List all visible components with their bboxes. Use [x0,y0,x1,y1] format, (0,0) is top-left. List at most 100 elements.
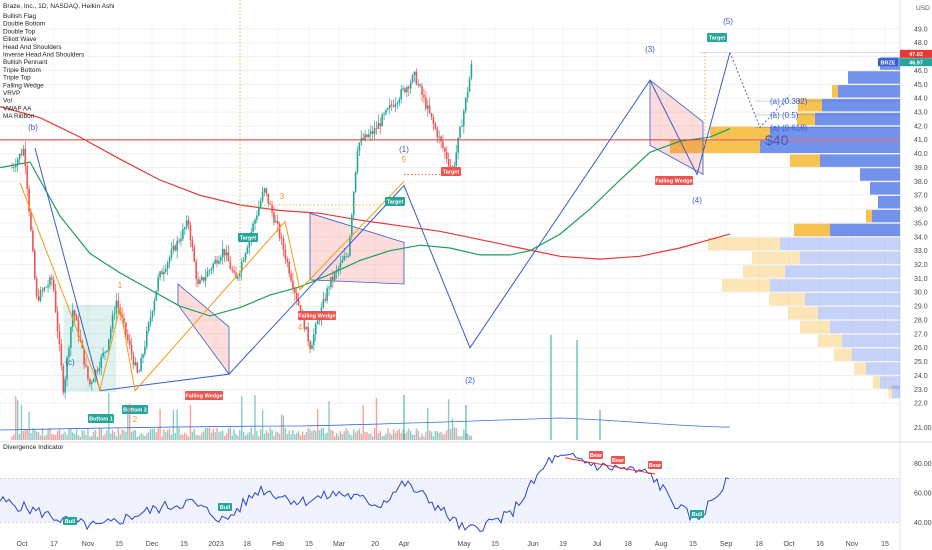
candle-body [134,362,137,366]
y-tick-label: 43.0 [914,110,928,117]
candle-body [330,276,332,288]
volume-bar [210,432,213,440]
volume-profile-bar [710,126,770,140]
candle-body [233,270,235,273]
volume-bar [163,429,165,440]
volume-bar [117,428,120,440]
volume-bar [394,432,397,440]
volume-bar [459,436,461,440]
candle-body [409,82,412,89]
volume-bar [41,428,44,440]
candle-body [457,137,459,153]
candle-body [163,271,165,275]
candle-body [421,86,423,95]
div-tag-bg [218,503,232,511]
volume-bar [119,434,121,440]
volume-bar [43,436,45,440]
volume-bar [362,405,364,440]
candle-body [218,260,220,264]
div-tag-bg [648,461,662,469]
elliott-subwave-line [19,181,405,392]
volume-bar [360,433,363,440]
volume-bar [284,428,287,440]
candle-body [147,322,150,331]
pattern-tag-text: Target [240,235,257,241]
candle-body [383,113,385,115]
volume-profile-bar [860,168,900,181]
volume-bar [72,432,74,440]
volume-bar [334,436,336,440]
candle-body [52,279,55,291]
volume-bar [75,429,78,440]
volume-bar [161,436,163,440]
volume-bar [227,428,230,440]
volume-bar [364,431,366,440]
x-tick-label: Nov [82,541,95,548]
osc-y-tick-label: 40.00 [914,520,932,527]
volume-bar [265,430,268,440]
volume-bar [51,434,53,440]
pattern-tag-bg [185,391,223,400]
volume-bar [24,429,26,440]
elliott-wave-line [34,52,731,392]
candle-body [413,71,416,76]
volume-profile-bar [760,140,900,154]
candle-body [326,288,328,301]
x-tick-label: May [457,541,471,548]
volume-bar [470,435,473,440]
volume-bar [94,430,97,440]
candle-body [466,91,469,98]
volume-ma-line [0,417,731,431]
candle-body [70,327,72,349]
candle-body [164,269,167,272]
volume-bar [60,434,63,440]
volume-bar [182,434,184,440]
div-tag-bg [611,456,625,464]
candle-body [425,97,427,109]
pattern-tag-bg [707,33,727,42]
candle-body [229,261,232,269]
volume-bar [85,434,87,440]
candle-body [125,322,127,335]
volume-bar [275,431,277,440]
wave-label: 3 [280,192,285,201]
volume-bar [307,428,309,440]
candle-body [155,290,158,301]
volume-bar [220,431,222,440]
volume-bar [229,427,232,440]
candle-body [51,277,53,280]
wave-label: (4) [692,196,702,205]
volume-bar [39,435,42,440]
volume-bar [345,428,347,440]
volume-bar [403,395,405,440]
candle-body [231,268,234,271]
volume-profile-bar [832,85,838,98]
candle-body [368,134,370,138]
x-tick-label: 18 [755,541,763,548]
candle-body [117,300,120,308]
y-tick-label: 29.0 [914,304,928,311]
volume-bar [341,434,344,440]
volume-bar [286,433,288,440]
candle-body [432,117,435,124]
candle-body [371,131,374,134]
candle-body [11,167,13,169]
divergence-line [0,452,730,532]
volume-bar [165,432,167,440]
volume-bar [353,429,355,440]
volume-bar [214,431,216,440]
volume-profile-bar [780,237,900,251]
volume-bar [419,436,421,440]
candle-body [400,89,402,100]
candle-body [316,320,319,325]
x-tick-label: Oct [17,541,28,548]
candle-body [464,97,467,112]
candle-body [180,238,182,242]
volume-bar [381,436,383,440]
wave-label: (1) [399,145,409,154]
volume-bar [425,431,427,440]
candle-body [248,238,251,248]
volume-bar [328,401,330,440]
volume-bar [79,436,82,440]
